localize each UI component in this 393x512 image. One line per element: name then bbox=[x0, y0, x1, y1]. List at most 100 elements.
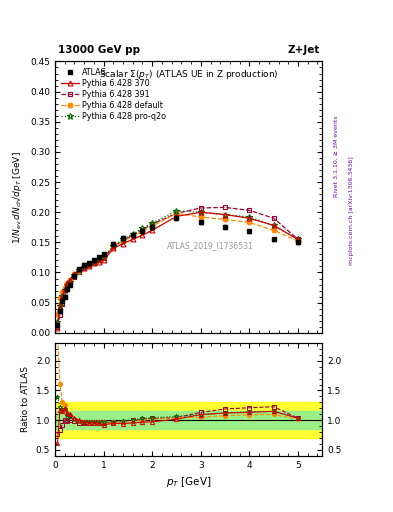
Pythia 6.428 pro-q2o bbox=[130, 231, 135, 237]
Pythia 6.428 default bbox=[111, 244, 116, 250]
Pythia 6.428 391 bbox=[92, 260, 96, 266]
Pythia 6.428 391 bbox=[65, 286, 70, 292]
Pythia 6.428 pro-q2o bbox=[72, 272, 77, 278]
Pythia 6.428 pro-q2o bbox=[60, 293, 65, 299]
Pythia 6.428 pro-q2o bbox=[121, 236, 125, 242]
Pythia 6.428 370 bbox=[62, 286, 67, 292]
Pythia 6.428 default bbox=[130, 233, 135, 240]
Pythia 6.428 pro-q2o bbox=[111, 243, 116, 249]
Bar bbox=[55, 402, 322, 438]
Pythia 6.428 370 bbox=[296, 236, 300, 242]
Pythia 6.428 default bbox=[65, 280, 70, 286]
Pythia 6.428 default bbox=[296, 238, 300, 244]
Pythia 6.428 370 bbox=[174, 214, 179, 220]
Pythia 6.428 391 bbox=[150, 221, 154, 227]
Pythia 6.428 default bbox=[87, 262, 92, 268]
Pythia 6.428 pro-q2o bbox=[296, 236, 300, 242]
Y-axis label: $1/N_{\rm ev}\,dN_{\rm ch}/dp_T\;[\rm GeV]$: $1/N_{\rm ev}\,dN_{\rm ch}/dp_T\;[\rm Ge… bbox=[11, 151, 24, 244]
Pythia 6.428 391 bbox=[130, 232, 135, 238]
Pythia 6.428 370 bbox=[130, 236, 135, 242]
Pythia 6.428 pro-q2o bbox=[87, 262, 92, 268]
Pythia 6.428 370 bbox=[60, 293, 65, 300]
Pythia 6.428 391 bbox=[67, 282, 72, 288]
Pythia 6.428 391 bbox=[247, 207, 252, 214]
Pythia 6.428 391 bbox=[55, 324, 60, 330]
Pythia 6.428 370 bbox=[55, 325, 60, 331]
Pythia 6.428 391 bbox=[96, 258, 101, 264]
Pythia 6.428 pro-q2o bbox=[62, 287, 67, 293]
Pythia 6.428 pro-q2o bbox=[150, 220, 154, 226]
Pythia 6.428 pro-q2o bbox=[198, 209, 203, 215]
Pythia 6.428 391 bbox=[140, 227, 145, 233]
Pythia 6.428 default bbox=[223, 217, 228, 223]
Pythia 6.428 default bbox=[150, 223, 154, 229]
Pythia 6.428 391 bbox=[57, 312, 62, 318]
Line: Pythia 6.428 pro-q2o: Pythia 6.428 pro-q2o bbox=[54, 208, 301, 325]
Pythia 6.428 370 bbox=[198, 209, 203, 215]
Pythia 6.428 370 bbox=[271, 222, 276, 228]
Pythia 6.428 391 bbox=[296, 236, 300, 242]
Pythia 6.428 pro-q2o bbox=[77, 267, 82, 273]
Legend: ATLAS, Pythia 6.428 370, Pythia 6.428 391, Pythia 6.428 default, Pythia 6.428 pr: ATLAS, Pythia 6.428 370, Pythia 6.428 39… bbox=[59, 66, 169, 123]
Pythia 6.428 370 bbox=[82, 265, 86, 271]
Text: Rivet 3.1.10, ≥ 3M events: Rivet 3.1.10, ≥ 3M events bbox=[334, 116, 338, 197]
Pythia 6.428 pro-q2o bbox=[55, 319, 60, 325]
Pythia 6.428 370 bbox=[247, 215, 252, 221]
Pythia 6.428 default bbox=[62, 285, 67, 291]
Pythia 6.428 370 bbox=[92, 261, 96, 267]
Pythia 6.428 default bbox=[82, 264, 86, 270]
Y-axis label: Ratio to ATLAS: Ratio to ATLAS bbox=[21, 367, 30, 432]
Pythia 6.428 370 bbox=[65, 280, 70, 286]
Pythia 6.428 default bbox=[198, 214, 203, 220]
Pythia 6.428 pro-q2o bbox=[82, 264, 86, 270]
Pythia 6.428 default bbox=[60, 289, 65, 295]
Pythia 6.428 391 bbox=[121, 238, 125, 244]
Pythia 6.428 391 bbox=[62, 293, 67, 300]
Pythia 6.428 370 bbox=[77, 266, 82, 272]
Pythia 6.428 391 bbox=[87, 262, 92, 268]
Pythia 6.428 default bbox=[121, 238, 125, 244]
Pythia 6.428 default bbox=[92, 259, 96, 265]
Pythia 6.428 default bbox=[55, 310, 60, 316]
Pythia 6.428 pro-q2o bbox=[223, 211, 228, 218]
Line: Pythia 6.428 370: Pythia 6.428 370 bbox=[55, 210, 300, 330]
Pythia 6.428 default bbox=[57, 295, 62, 301]
Pythia 6.428 default bbox=[140, 228, 145, 234]
Pythia 6.428 391 bbox=[111, 244, 116, 250]
Pythia 6.428 pro-q2o bbox=[96, 257, 101, 263]
Pythia 6.428 default bbox=[67, 278, 72, 284]
Pythia 6.428 default bbox=[101, 254, 106, 261]
Pythia 6.428 default bbox=[174, 210, 179, 217]
X-axis label: $p_T$ [GeV]: $p_T$ [GeV] bbox=[166, 475, 211, 489]
Text: ATLAS_2019_I1736531: ATLAS_2019_I1736531 bbox=[167, 242, 253, 250]
Pythia 6.428 370 bbox=[72, 271, 77, 277]
Pythia 6.428 370 bbox=[121, 241, 125, 247]
Text: Scalar $\Sigma(p_T)$ (ATLAS UE in Z production): Scalar $\Sigma(p_T)$ (ATLAS UE in Z prod… bbox=[99, 68, 278, 81]
Pythia 6.428 391 bbox=[72, 273, 77, 280]
Pythia 6.428 pro-q2o bbox=[65, 282, 70, 288]
Pythia 6.428 391 bbox=[271, 215, 276, 221]
Pythia 6.428 391 bbox=[198, 205, 203, 211]
Pythia 6.428 391 bbox=[60, 301, 65, 307]
Line: Pythia 6.428 391: Pythia 6.428 391 bbox=[55, 205, 300, 329]
Pythia 6.428 370 bbox=[223, 211, 228, 218]
Pythia 6.428 370 bbox=[67, 276, 72, 283]
Pythia 6.428 391 bbox=[82, 265, 86, 271]
Pythia 6.428 pro-q2o bbox=[174, 208, 179, 214]
Pythia 6.428 pro-q2o bbox=[101, 254, 106, 261]
Pythia 6.428 pro-q2o bbox=[271, 222, 276, 228]
Pythia 6.428 default bbox=[271, 227, 276, 233]
Text: Z+Jet: Z+Jet bbox=[287, 45, 320, 55]
Pythia 6.428 pro-q2o bbox=[92, 259, 96, 265]
Pythia 6.428 391 bbox=[101, 255, 106, 261]
Pythia 6.428 370 bbox=[150, 227, 154, 233]
Pythia 6.428 391 bbox=[77, 269, 82, 275]
Pythia 6.428 370 bbox=[87, 263, 92, 269]
Pythia 6.428 default bbox=[247, 219, 252, 225]
Pythia 6.428 370 bbox=[140, 232, 145, 238]
Pythia 6.428 391 bbox=[223, 204, 228, 210]
Pythia 6.428 pro-q2o bbox=[57, 303, 62, 309]
Pythia 6.428 370 bbox=[101, 258, 106, 264]
Pythia 6.428 370 bbox=[111, 245, 116, 251]
Pythia 6.428 370 bbox=[96, 259, 101, 265]
